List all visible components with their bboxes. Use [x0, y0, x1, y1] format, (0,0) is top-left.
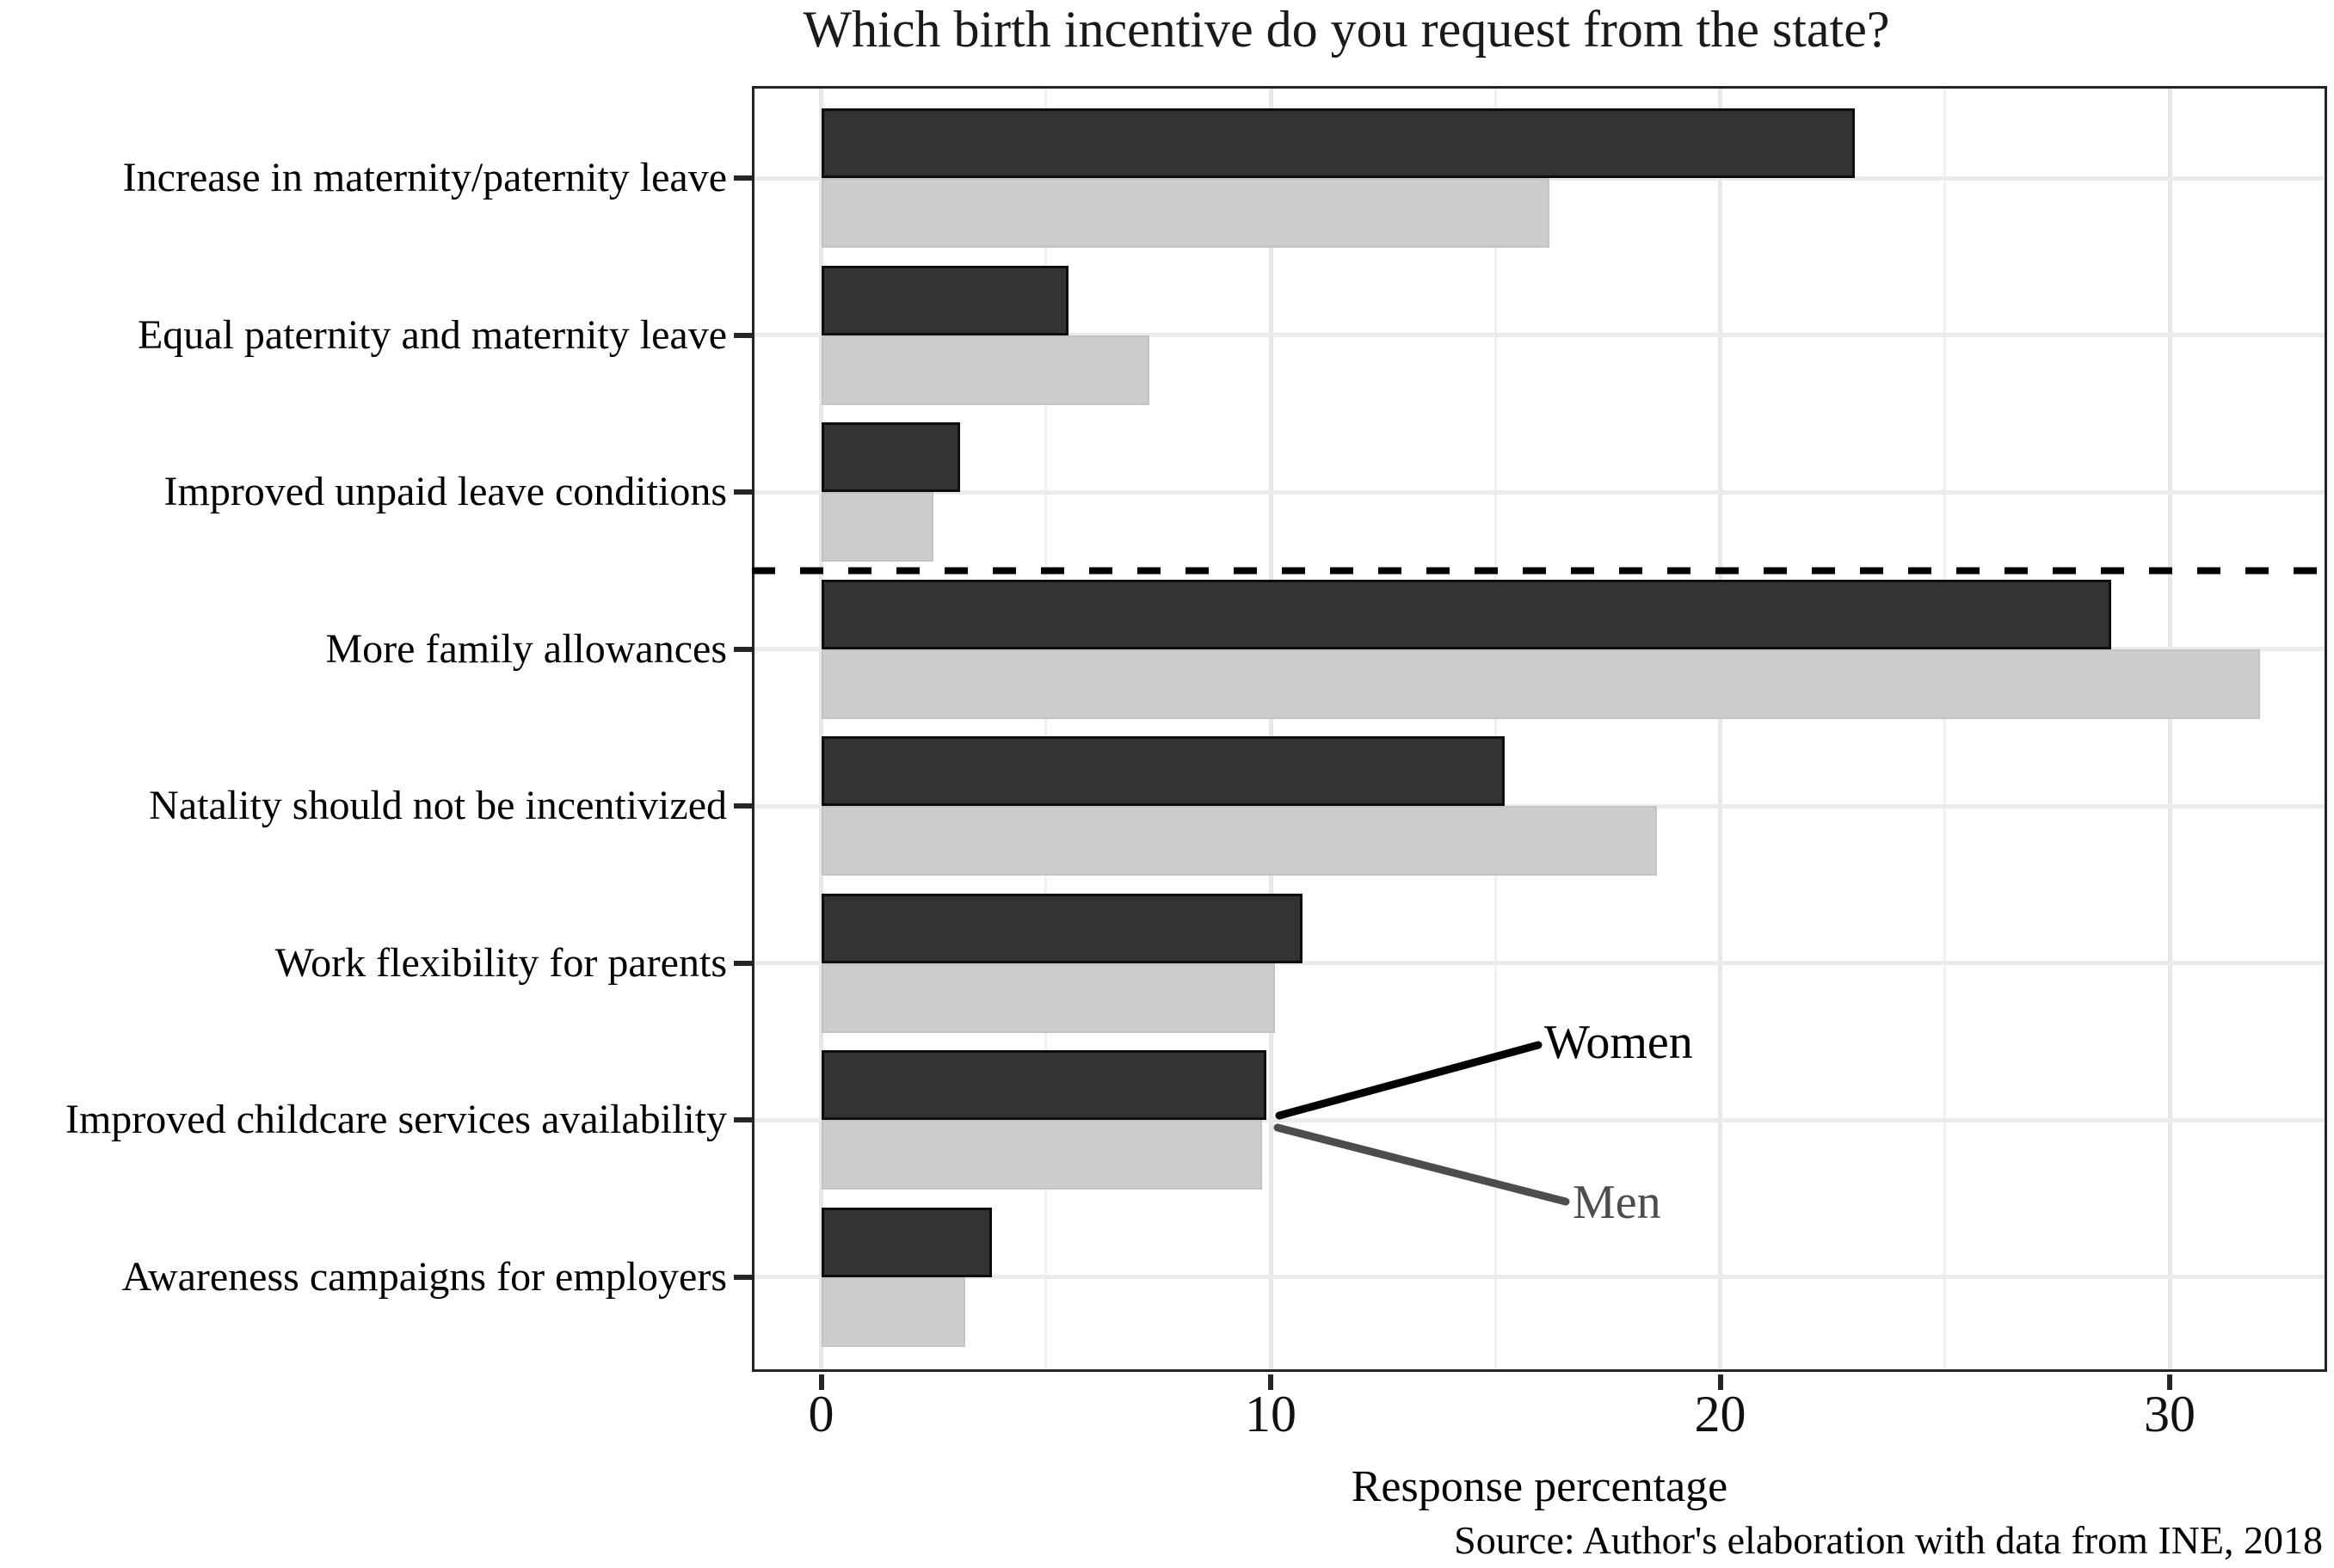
panel-border	[752, 86, 2327, 1372]
x-tick-0	[818, 1374, 824, 1390]
x-axis-tick-label-0: 0	[808, 1386, 834, 1442]
bar-women-3	[821, 579, 2112, 649]
series-label-women: Women	[1544, 1016, 1693, 1069]
source-note: Source: Author's elaboration with data f…	[1454, 1518, 2323, 1562]
x-tick-30	[2167, 1374, 2172, 1390]
y-tick-3	[734, 646, 752, 652]
gridline-major-x-30	[2167, 86, 2172, 1372]
y-tick-7	[734, 1274, 752, 1280]
x-axis-tick-label-10: 10	[1245, 1386, 1296, 1442]
y-tick-5	[734, 960, 752, 966]
y-tick-6	[734, 1117, 752, 1123]
y-tick-2	[734, 489, 752, 495]
series-label-men: Men	[1573, 1176, 1661, 1229]
bar-men-0	[821, 178, 1549, 249]
bar-men-1	[821, 335, 1149, 405]
x-axis-title: Response percentage	[1351, 1462, 1728, 1511]
x-tick-20	[1717, 1374, 1723, 1390]
bar-women-4	[821, 736, 1505, 807]
bar-men-3	[821, 649, 2260, 719]
y-tick-0	[734, 175, 752, 181]
bar-women-7	[821, 1207, 993, 1277]
bar-men-7	[821, 1276, 965, 1347]
gridline-minor-x-15	[1493, 86, 1497, 1372]
chart-title: Which birth incentive do you request fro…	[803, 1, 1890, 58]
gridline-minor-x-5	[1044, 86, 1048, 1372]
bar-women-5	[821, 893, 1302, 963]
y-tick-1	[734, 332, 752, 338]
bar-men-5	[821, 962, 1276, 1033]
bar-women-0	[821, 108, 1856, 179]
y-axis-label-5: Work flexibility for parents	[274, 939, 727, 986]
y-axis-label-4: Natality should not be incentivized	[149, 783, 727, 829]
bar-men-6	[821, 1120, 1262, 1190]
plot-panel	[752, 86, 2327, 1372]
gridline-category-2	[752, 489, 2327, 495]
x-tick-10	[1268, 1374, 1273, 1390]
gridline-minor-x-25	[1943, 86, 1947, 1372]
bar-women-1	[821, 265, 1068, 335]
x-axis-tick-label-20: 20	[1694, 1386, 1746, 1442]
y-tick-4	[734, 803, 752, 809]
bar-women-6	[821, 1050, 1266, 1121]
bar-men-4	[821, 806, 1658, 876]
y-axis-label-3: More family allowances	[325, 625, 728, 672]
gridline-category-5	[752, 961, 2327, 966]
y-axis-label-7: Awareness campaigns for employers	[121, 1253, 727, 1300]
y-axis-label-6: Improved childcare services availability	[65, 1097, 727, 1143]
gridline-category-7	[752, 1275, 2327, 1280]
gridline-category-1	[752, 333, 2327, 338]
x-axis-tick-label-30: 30	[2144, 1386, 2195, 1442]
y-axis-label-0: Increase in maternity/paternity leave	[122, 155, 727, 201]
y-axis-label-2: Improved unpaid leave conditions	[163, 469, 728, 515]
gridline-category-6	[752, 1117, 2327, 1122]
y-axis-label-1: Equal paternity and maternity leave	[137, 311, 727, 358]
bar-men-2	[821, 492, 934, 563]
bar-women-2	[821, 422, 961, 493]
gridline-major-x-0	[819, 86, 823, 1372]
gridline-major-x-20	[1718, 86, 1722, 1372]
gridline-major-x-10	[1268, 86, 1273, 1372]
